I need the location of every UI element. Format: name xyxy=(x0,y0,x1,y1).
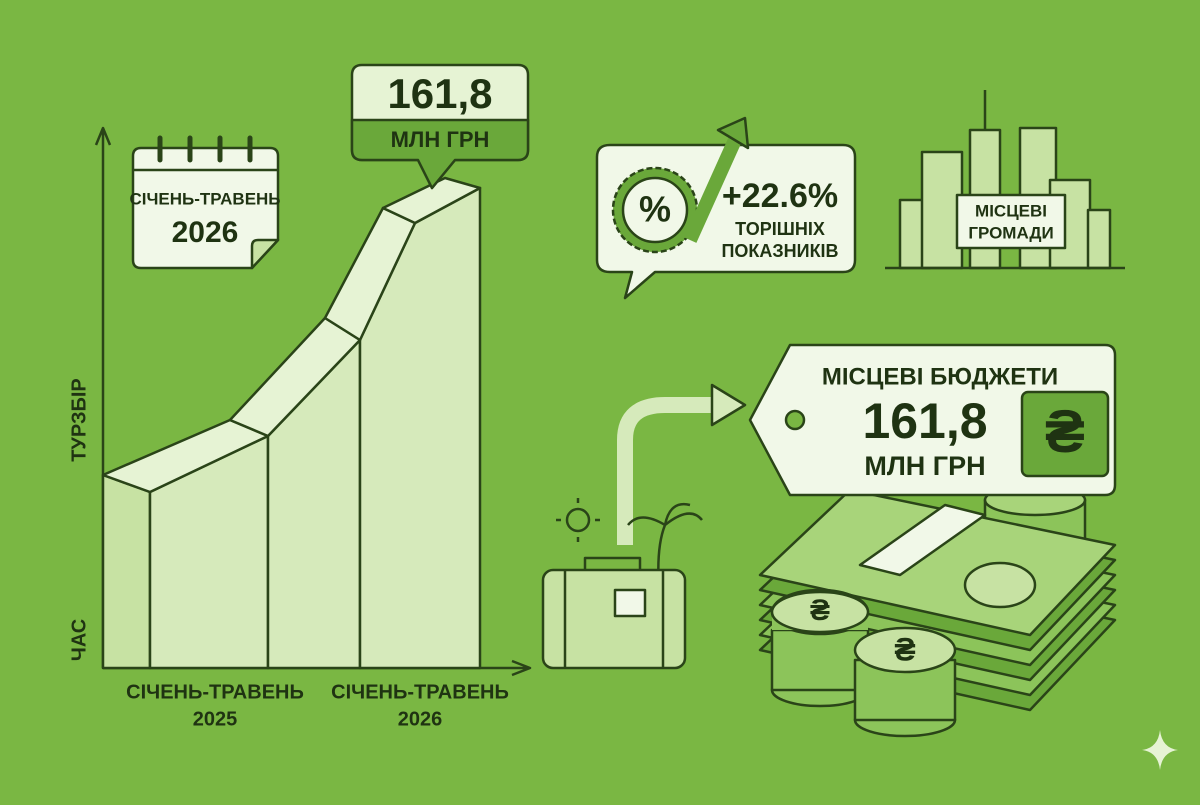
callout-value: 161,8 xyxy=(387,70,492,117)
growth-shape xyxy=(101,176,482,670)
period-label: СІЧЕНЬ-ТРАВЕНЬ xyxy=(331,681,509,703)
tag-unit: МЛН ГРН xyxy=(864,451,985,481)
value-callout xyxy=(350,63,530,190)
growth-badge xyxy=(595,116,857,300)
tag-currency: ₴ xyxy=(1045,398,1085,465)
calendar-icon xyxy=(131,135,280,270)
tag-title: МІСЦЕВІ БЮДЖЕТИ xyxy=(822,363,1058,390)
coin-symbol: ₴ xyxy=(894,631,915,667)
period-label: СІЧЕНЬ-ТРАВЕНЬ xyxy=(126,681,304,703)
callout-unit: МЛН ГРН xyxy=(391,127,490,152)
growth-caption: ТОРІШНІХ xyxy=(735,219,825,239)
percent-icon: % xyxy=(639,189,671,230)
communities-label: ГРОМАДИ xyxy=(968,223,1053,242)
year-label: 2025 xyxy=(193,708,238,730)
growth-change: +22.6% xyxy=(722,177,838,215)
money-stack xyxy=(758,483,1117,738)
growth-caption: ПОКАЗНИКІВ xyxy=(721,241,838,261)
sparkle xyxy=(1142,730,1178,770)
calendar-period: СІЧЕНЬ-ТРАВЕНЬ xyxy=(129,189,280,208)
travel-icon xyxy=(541,383,747,670)
year-label: 2026 xyxy=(398,708,443,730)
budget-tag xyxy=(748,343,1117,497)
communities-label: МІСЦЕВІ xyxy=(975,201,1047,220)
y-axis-label: ТУРЗБІР xyxy=(68,378,90,462)
coin-symbol: ₴ xyxy=(810,594,830,627)
calendar-year: 2026 xyxy=(172,216,239,249)
x-axis-label: ЧАС xyxy=(68,619,90,661)
tag-value: 161,8 xyxy=(862,393,987,449)
city-icon xyxy=(885,90,1125,270)
